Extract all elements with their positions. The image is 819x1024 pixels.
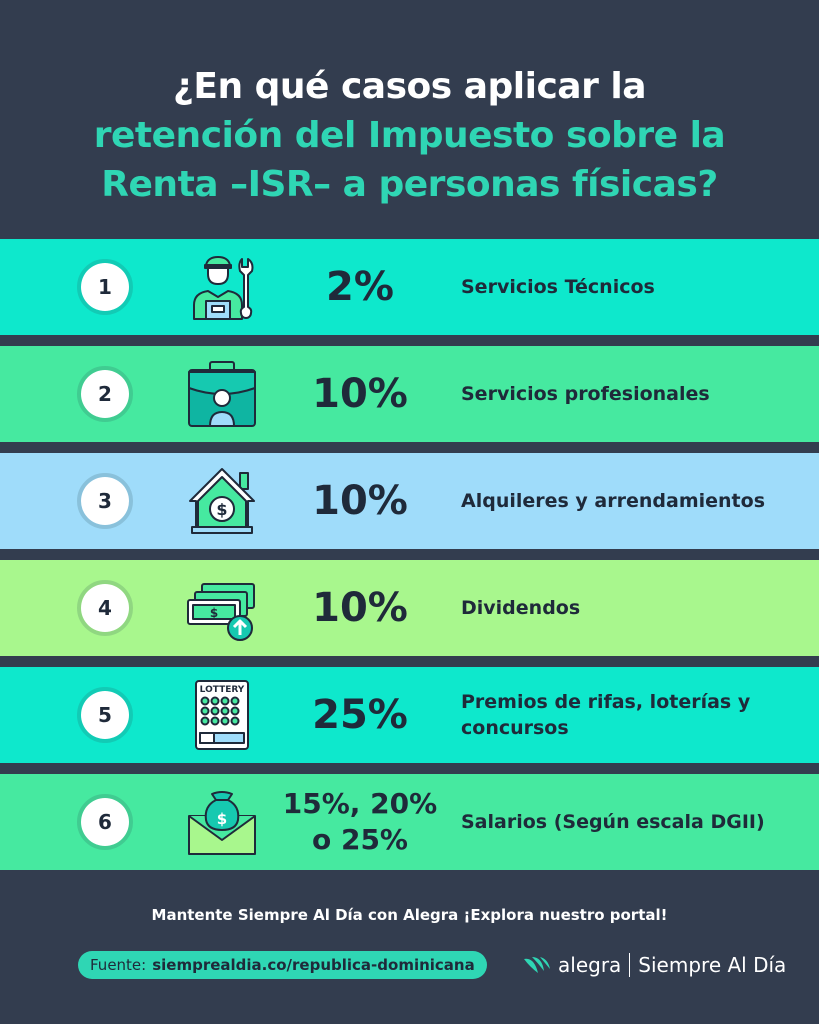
brand-logo: alegra Siempre Al Día [522, 951, 786, 979]
source-link[interactable]: siemprealdia.co/republica-dominicana [152, 956, 475, 974]
row-salaries: 6 $ 15%, 20% o 25% Salarios (Según escal… [0, 774, 819, 870]
row-label: Servicios Técnicos [461, 276, 655, 298]
svg-text:LOTTERY: LOTTERY [200, 685, 245, 695]
brand-tagline: Siempre Al Día [638, 953, 787, 977]
source-badge[interactable]: Fuente: siemprealdia.co/republica-domini… [78, 951, 487, 979]
salary-envelope-icon: $ [188, 791, 256, 855]
row-label: Salarios (Según escala DGII) [461, 811, 765, 833]
title-line-2: retención del Impuesto sobre la [93, 115, 726, 156]
svg-text:$: $ [217, 810, 227, 828]
svg-text:$: $ [210, 606, 218, 620]
svg-text:$: $ [216, 500, 227, 519]
row-lottery-prizes: 5 LOTTERY 25% Premios de rifas, loterías… [0, 667, 819, 763]
title-line-3: Renta –ISR– a personas físicas? [101, 164, 718, 205]
percent-line-2: o 25% [311, 823, 408, 856]
technician-icon [193, 256, 254, 320]
row-label: Servicios profesionales [461, 383, 710, 405]
percent-value: 10% [312, 371, 408, 417]
row-number: 6 [77, 794, 133, 850]
row-number: 1 [77, 259, 133, 315]
row-number: 4 [77, 580, 133, 636]
percent-value: 10% [312, 478, 408, 524]
footer-cta: Mantente Siempre Al Día con Alegra ¡Expl… [151, 906, 668, 924]
row-dividends: 4 $ 10% Dividendos [0, 560, 819, 656]
row-professional-services: 2 10% Servicios profesionales [0, 346, 819, 442]
row-technical-services: 1 2% Servicios Técnicos [0, 239, 819, 335]
alegra-logo-icon [524, 957, 550, 973]
percent-value: 2% [326, 264, 394, 310]
page-title: ¿En qué casos aplicar la retención del I… [0, 62, 819, 209]
row-label: Dividendos [461, 597, 581, 619]
brand-divider [629, 953, 631, 977]
row-number: 5 [77, 687, 133, 743]
percent-line-1: 15%, 20% [282, 787, 438, 820]
brand-name: alegra [558, 953, 622, 977]
percent-value: 25% [312, 692, 408, 738]
row-number: 3 [77, 473, 133, 529]
title-line-1: ¿En qué casos aplicar la [172, 66, 647, 107]
house-money-icon: $ [189, 468, 255, 534]
source-prefix: Fuente: [90, 956, 147, 974]
row-number: 2 [77, 366, 133, 422]
briefcase-professional-icon [188, 361, 256, 427]
row-label: Premios de rifas, loterías y concursos [461, 691, 751, 739]
row-rentals: 3 $ 10% Alquileres y arrendamientos [0, 453, 819, 549]
percent-value: 15%, 20% o 25% [270, 786, 450, 858]
money-up-icon: $ [187, 583, 255, 641]
row-label: Alquileres y arrendamientos [461, 490, 765, 512]
percent-value: 10% [312, 585, 408, 631]
lottery-ticket-icon: LOTTERY [195, 680, 249, 750]
